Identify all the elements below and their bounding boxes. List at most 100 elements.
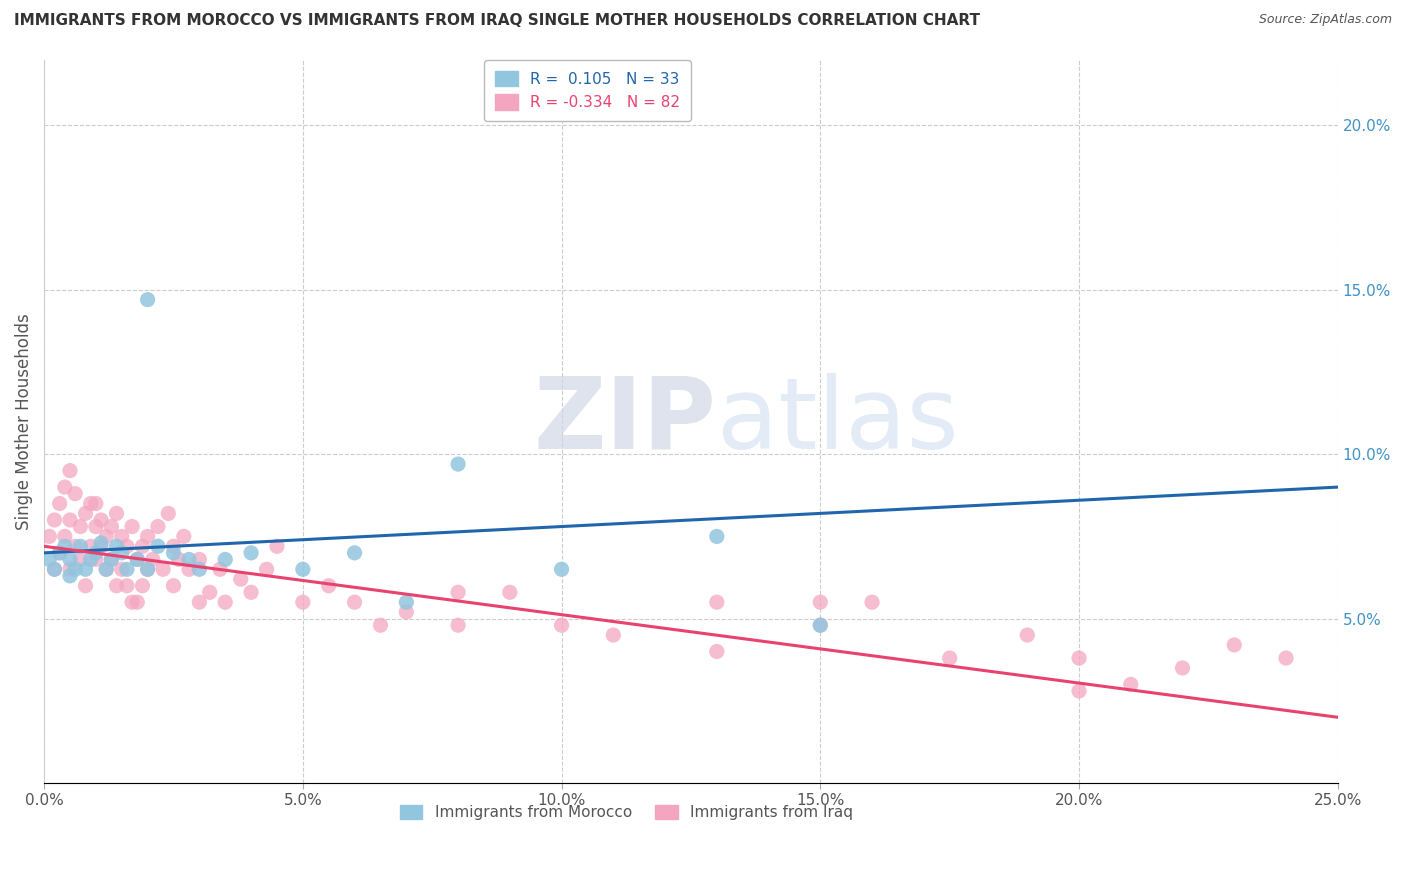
Point xyxy=(136,562,159,576)
Point xyxy=(706,529,728,543)
Legend: Immigrants from Morocco, Immigrants from Iraq: Immigrants from Morocco, Immigrants from… xyxy=(394,798,859,826)
Point xyxy=(447,618,470,632)
Point xyxy=(602,628,624,642)
Point xyxy=(706,644,728,658)
Point xyxy=(370,618,392,632)
Point xyxy=(188,562,211,576)
Point xyxy=(240,585,263,599)
Point xyxy=(229,572,252,586)
Point xyxy=(706,595,728,609)
Point xyxy=(162,539,184,553)
Point xyxy=(121,595,143,609)
Point xyxy=(111,546,134,560)
Point xyxy=(84,546,107,560)
Point xyxy=(146,519,169,533)
Point xyxy=(318,579,340,593)
Point xyxy=(90,536,112,550)
Point xyxy=(1119,677,1142,691)
Point xyxy=(808,618,831,632)
Point xyxy=(53,529,76,543)
Point xyxy=(136,293,159,307)
Point xyxy=(550,618,572,632)
Point xyxy=(142,552,165,566)
Point xyxy=(111,529,134,543)
Point xyxy=(59,562,82,576)
Point xyxy=(75,562,97,576)
Point xyxy=(115,539,138,553)
Point xyxy=(100,552,122,566)
Point xyxy=(127,595,149,609)
Point xyxy=(214,552,236,566)
Point xyxy=(69,539,91,553)
Point xyxy=(266,539,288,553)
Point xyxy=(105,579,128,593)
Point xyxy=(38,552,60,566)
Point xyxy=(1067,651,1090,665)
Point xyxy=(447,457,470,471)
Point xyxy=(177,552,200,566)
Point xyxy=(167,552,190,566)
Point xyxy=(53,480,76,494)
Point xyxy=(63,486,86,500)
Point xyxy=(860,595,883,609)
Point xyxy=(121,519,143,533)
Point xyxy=(44,562,66,576)
Point xyxy=(343,595,366,609)
Point xyxy=(115,562,138,576)
Point xyxy=(84,519,107,533)
Point xyxy=(131,579,153,593)
Point xyxy=(209,562,232,576)
Point xyxy=(63,539,86,553)
Point xyxy=(59,513,82,527)
Point xyxy=(162,579,184,593)
Point xyxy=(48,546,70,560)
Point xyxy=(84,552,107,566)
Point xyxy=(79,552,101,566)
Point xyxy=(127,552,149,566)
Point xyxy=(100,552,122,566)
Point xyxy=(808,618,831,632)
Point xyxy=(447,585,470,599)
Point xyxy=(214,595,236,609)
Point xyxy=(173,529,195,543)
Point xyxy=(105,539,128,553)
Point xyxy=(53,539,76,553)
Point xyxy=(44,562,66,576)
Point xyxy=(38,529,60,543)
Point xyxy=(240,546,263,560)
Point xyxy=(499,585,522,599)
Point xyxy=(84,496,107,510)
Point xyxy=(291,562,314,576)
Point xyxy=(1275,651,1298,665)
Point xyxy=(136,529,159,543)
Point xyxy=(146,539,169,553)
Point xyxy=(1017,628,1039,642)
Point xyxy=(69,552,91,566)
Point xyxy=(79,539,101,553)
Point xyxy=(938,651,960,665)
Point xyxy=(96,562,118,576)
Point xyxy=(256,562,278,576)
Point xyxy=(550,562,572,576)
Point xyxy=(808,595,831,609)
Point xyxy=(395,605,418,619)
Point xyxy=(105,507,128,521)
Point xyxy=(75,579,97,593)
Point xyxy=(127,552,149,566)
Point xyxy=(131,539,153,553)
Point xyxy=(1171,661,1194,675)
Point xyxy=(69,519,91,533)
Point xyxy=(75,507,97,521)
Point xyxy=(96,562,118,576)
Point xyxy=(343,546,366,560)
Text: Source: ZipAtlas.com: Source: ZipAtlas.com xyxy=(1258,13,1392,27)
Point xyxy=(90,513,112,527)
Point xyxy=(90,539,112,553)
Point xyxy=(136,562,159,576)
Point xyxy=(48,546,70,560)
Point xyxy=(157,507,180,521)
Point xyxy=(59,464,82,478)
Point xyxy=(198,585,221,599)
Point xyxy=(59,569,82,583)
Text: ZIP: ZIP xyxy=(534,373,717,470)
